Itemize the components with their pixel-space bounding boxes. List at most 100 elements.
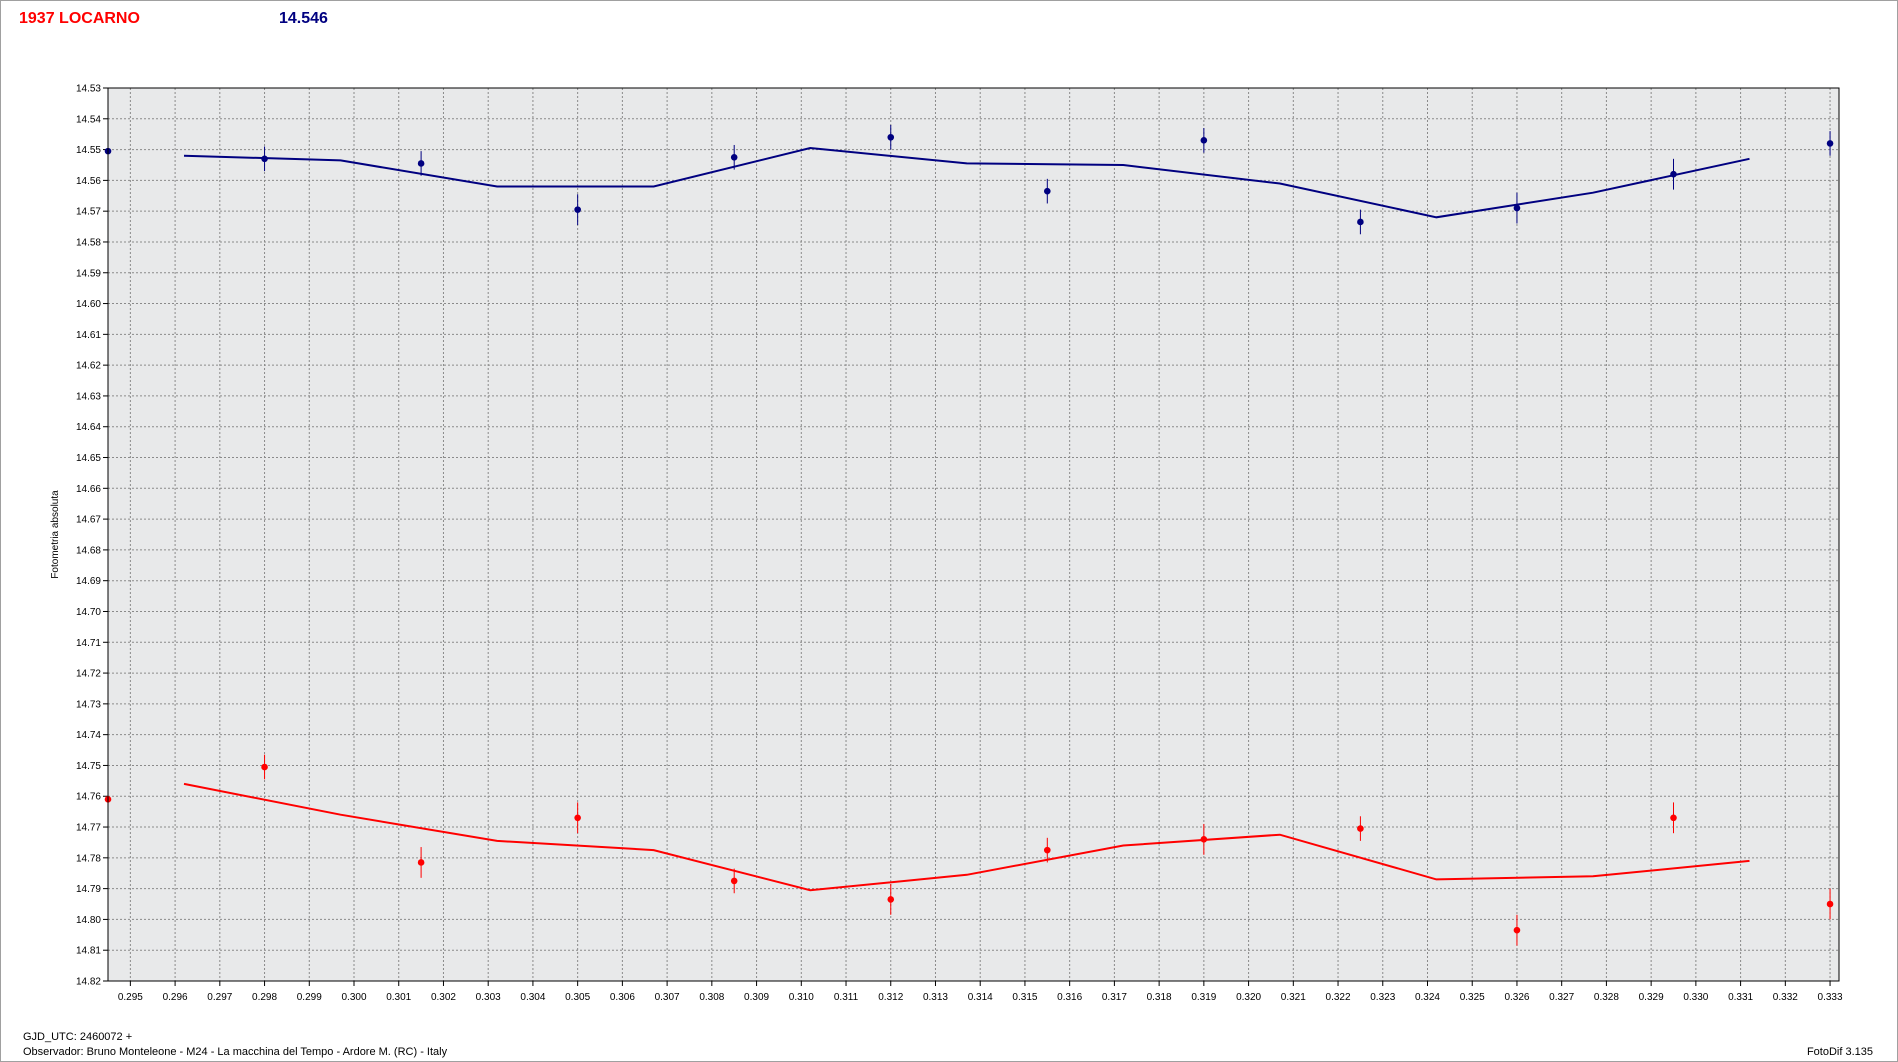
- y-tick-label: 14.61: [76, 330, 101, 341]
- plot-border: [107, 87, 1840, 982]
- data-point-series-1: [417, 160, 425, 167]
- x-tick-label: 0.318: [1147, 992, 1172, 1003]
- fit-lines: [183, 146, 1750, 892]
- y-tick-label: 14.68: [76, 545, 101, 556]
- x-tick-label: 0.331: [1728, 992, 1753, 1003]
- y-tick-label: 14.62: [76, 361, 101, 372]
- y-tick-label: 14.59: [76, 268, 101, 279]
- y-tick-label: 14.75: [76, 761, 101, 772]
- data-point-series-2: [1670, 814, 1677, 822]
- data-point-series-2: [730, 877, 738, 885]
- plot-area: [108, 88, 1839, 981]
- x-tick-label: 0.310: [789, 992, 814, 1003]
- data-point-series-1: [730, 153, 738, 161]
- x-tick-label: 0.311: [834, 992, 859, 1003]
- y-tick-label: 14.79: [76, 884, 101, 895]
- x-tick-label: 0.309: [744, 992, 769, 1003]
- x-tick-label: 0.319: [1191, 992, 1216, 1003]
- x-tick-label: 0.326: [1504, 992, 1529, 1003]
- y-tick-label: 14.70: [76, 607, 101, 618]
- data-point-series-2: [1200, 836, 1208, 843]
- data-point-series-2: [1357, 825, 1364, 832]
- observer-label: Observador: Bruno Monteleone - M24 - La …: [23, 1046, 448, 1058]
- y-tick-label: 14.63: [76, 391, 101, 402]
- y-tick-label: 14.58: [76, 237, 101, 248]
- x-tick-label: 0.317: [1102, 992, 1127, 1003]
- data-point-series-1: [1357, 218, 1364, 226]
- x-tick-label: 0.322: [1326, 992, 1351, 1003]
- x-tick-label: 0.327: [1549, 992, 1574, 1003]
- x-tick-label: 0.325: [1460, 992, 1485, 1003]
- y-tick-label: 14.82: [76, 977, 101, 988]
- x-tick-label: 0.313: [923, 992, 948, 1003]
- x-tick-label: 0.315: [1012, 992, 1037, 1003]
- x-tick-label: 0.299: [297, 992, 322, 1003]
- x-tick-label: 0.297: [207, 992, 232, 1003]
- y-tick-label: 14.76: [76, 792, 101, 803]
- x-tick-label: 0.303: [476, 992, 501, 1003]
- y-tick-label: 14.55: [76, 145, 101, 156]
- y-axis-ticks: 14.53 14.54 14.55 14.56 14.57 14.58 14.59 14.60…: [76, 84, 108, 988]
- y-tick-label: 14.81: [76, 946, 101, 957]
- object-title: 1937 LOCARNO: [19, 10, 140, 27]
- x-tick-label: 0.332: [1773, 992, 1798, 1003]
- data-point-series-1: [1670, 170, 1677, 178]
- y-tick-label: 14.57: [76, 207, 101, 218]
- data-point-series-1: [261, 155, 268, 163]
- data-point-series-2: [1044, 846, 1051, 854]
- x-tick-label: 0.300: [341, 992, 366, 1003]
- data-point-series-2: [417, 859, 425, 866]
- x-axis-ticks: 0.295 0.296 0.297 0.298 0.299 0.300 0.301 0.302…: [118, 981, 1843, 1003]
- y-tick-label: 14.66: [76, 484, 101, 495]
- fit-line-series-1: [183, 146, 1750, 219]
- x-tick-label: 0.307: [655, 992, 680, 1003]
- x-tick-label: 0.296: [163, 992, 188, 1003]
- x-tick-label: 0.314: [968, 992, 993, 1003]
- data-point-series-2: [261, 763, 268, 771]
- data-point-series-1: [1200, 137, 1208, 144]
- x-tick-label: 0.316: [1057, 992, 1082, 1003]
- y-tick-label: 14.72: [76, 669, 101, 680]
- data-point-series-1: [1513, 204, 1521, 212]
- x-tick-label: 0.312: [878, 992, 903, 1003]
- data-point-series-1: [1826, 140, 1834, 147]
- data-point-series-2: [887, 896, 895, 903]
- y-tick-label: 14.53: [76, 84, 101, 95]
- magnitude-value: 14.546: [279, 10, 328, 27]
- data-point-series-1: [574, 206, 581, 213]
- y-tick-label: 14.78: [76, 853, 101, 864]
- x-tick-label: 0.333: [1818, 992, 1843, 1003]
- data-point-series-2: [1513, 926, 1521, 934]
- x-tick-label: 0.320: [1236, 992, 1261, 1003]
- data-points: [104, 124, 1834, 946]
- y-tick-label: 14.64: [76, 422, 101, 433]
- x-tick-label: 0.304: [520, 992, 545, 1003]
- data-point-series-1: [887, 133, 895, 141]
- gjd-label: GJD_UTC: 2460072 +: [23, 1031, 133, 1043]
- fit-line-series-2: [183, 782, 1750, 892]
- x-tick-label: 0.295: [118, 992, 143, 1003]
- y-tick-label: 14.67: [76, 515, 101, 526]
- y-tick-label: 14.69: [76, 576, 101, 587]
- data-point-series-2: [1826, 900, 1834, 908]
- y-tick-label: 14.74: [76, 730, 101, 741]
- x-tick-label: 0.306: [610, 992, 635, 1003]
- x-tick-label: 0.321: [1281, 992, 1306, 1003]
- y-tick-label: 14.65: [76, 453, 101, 464]
- x-tick-label: 0.328: [1594, 992, 1619, 1003]
- y-tick-label: 14.77: [76, 823, 101, 834]
- x-tick-label: 0.301: [386, 992, 411, 1003]
- y-tick-label: 14.56: [76, 176, 101, 187]
- x-tick-label: 0.323: [1370, 992, 1395, 1003]
- y-tick-label: 14.54: [76, 114, 101, 125]
- x-tick-label: 0.302: [431, 992, 456, 1003]
- y-tick-label: 14.71: [76, 638, 101, 649]
- y-axis-label: Fotometria absoluta: [50, 490, 61, 579]
- y-tick-label: 14.80: [76, 915, 101, 926]
- x-tick-label: 0.324: [1415, 992, 1440, 1003]
- x-tick-label: 0.305: [565, 992, 590, 1003]
- data-point-series-2: [574, 814, 581, 822]
- data-point-series-1: [1044, 187, 1051, 195]
